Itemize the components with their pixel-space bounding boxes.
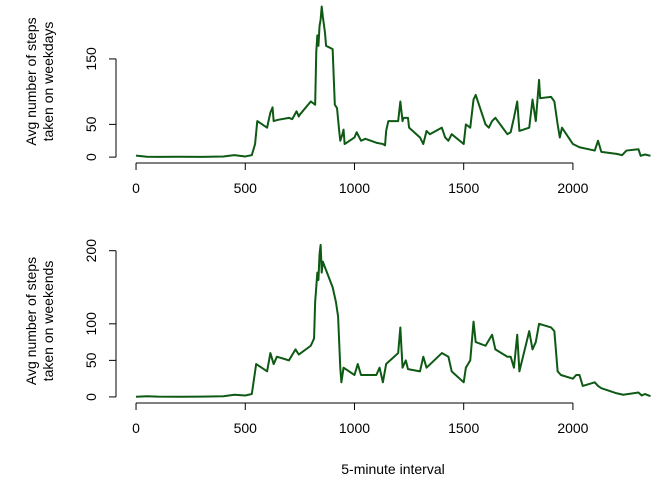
- x-tick-label: 2000: [557, 420, 588, 436]
- y-tick-label: 0: [83, 393, 99, 401]
- y-tick-label: 0: [83, 153, 99, 161]
- y-tick-label: 100: [83, 312, 99, 336]
- y-axis-title: taken on weekends: [40, 261, 56, 382]
- y-tick-label: 150: [83, 47, 99, 71]
- line: [135, 243, 651, 398]
- x-tick-label: 500: [234, 420, 258, 436]
- y-tick-label: 200: [83, 239, 99, 263]
- x-tick-label: 1500: [448, 180, 479, 196]
- x-tick-label: 1000: [339, 180, 370, 196]
- x-tick-label: 2000: [557, 180, 588, 196]
- y-tick-label: 50: [83, 352, 99, 368]
- x-tick-label: 1000: [339, 420, 370, 436]
- y-axis-title: Avg number of steps: [23, 257, 39, 385]
- x-tick-label: 0: [132, 180, 140, 196]
- y-axis-title: taken on weekdays: [40, 22, 56, 142]
- y-tick-label: 50: [83, 116, 99, 132]
- line: [135, 5, 651, 158]
- x-tick-label: 0: [132, 420, 140, 436]
- x-axis-title: 5-minute interval: [341, 461, 445, 477]
- x-tick-label: 1500: [448, 420, 479, 436]
- y-axis-title: Avg number of steps: [23, 17, 39, 145]
- x-tick-label: 500: [234, 180, 258, 196]
